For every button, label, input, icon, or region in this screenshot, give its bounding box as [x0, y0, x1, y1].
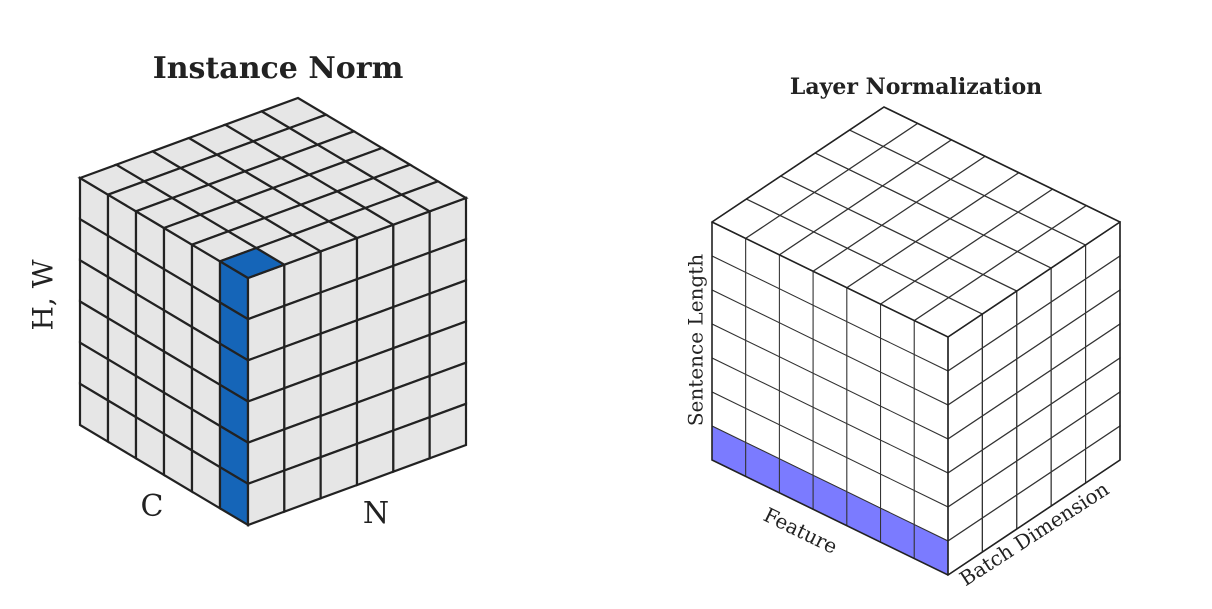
left-left-label: C — [141, 489, 164, 524]
left-vertical-label: H, W — [27, 259, 60, 330]
cell — [399, 180, 469, 213]
right-vertical-label: Sentence Length — [684, 254, 708, 426]
cell — [428, 402, 468, 460]
cube-edge — [711, 221, 1121, 338]
left-title: Instance Norm — [153, 51, 404, 86]
left-right-label: N — [363, 496, 389, 531]
cubes — [77, 96, 1122, 577]
right-title: Layer Normalization — [790, 74, 1042, 100]
cube-outline — [711, 106, 1121, 576]
